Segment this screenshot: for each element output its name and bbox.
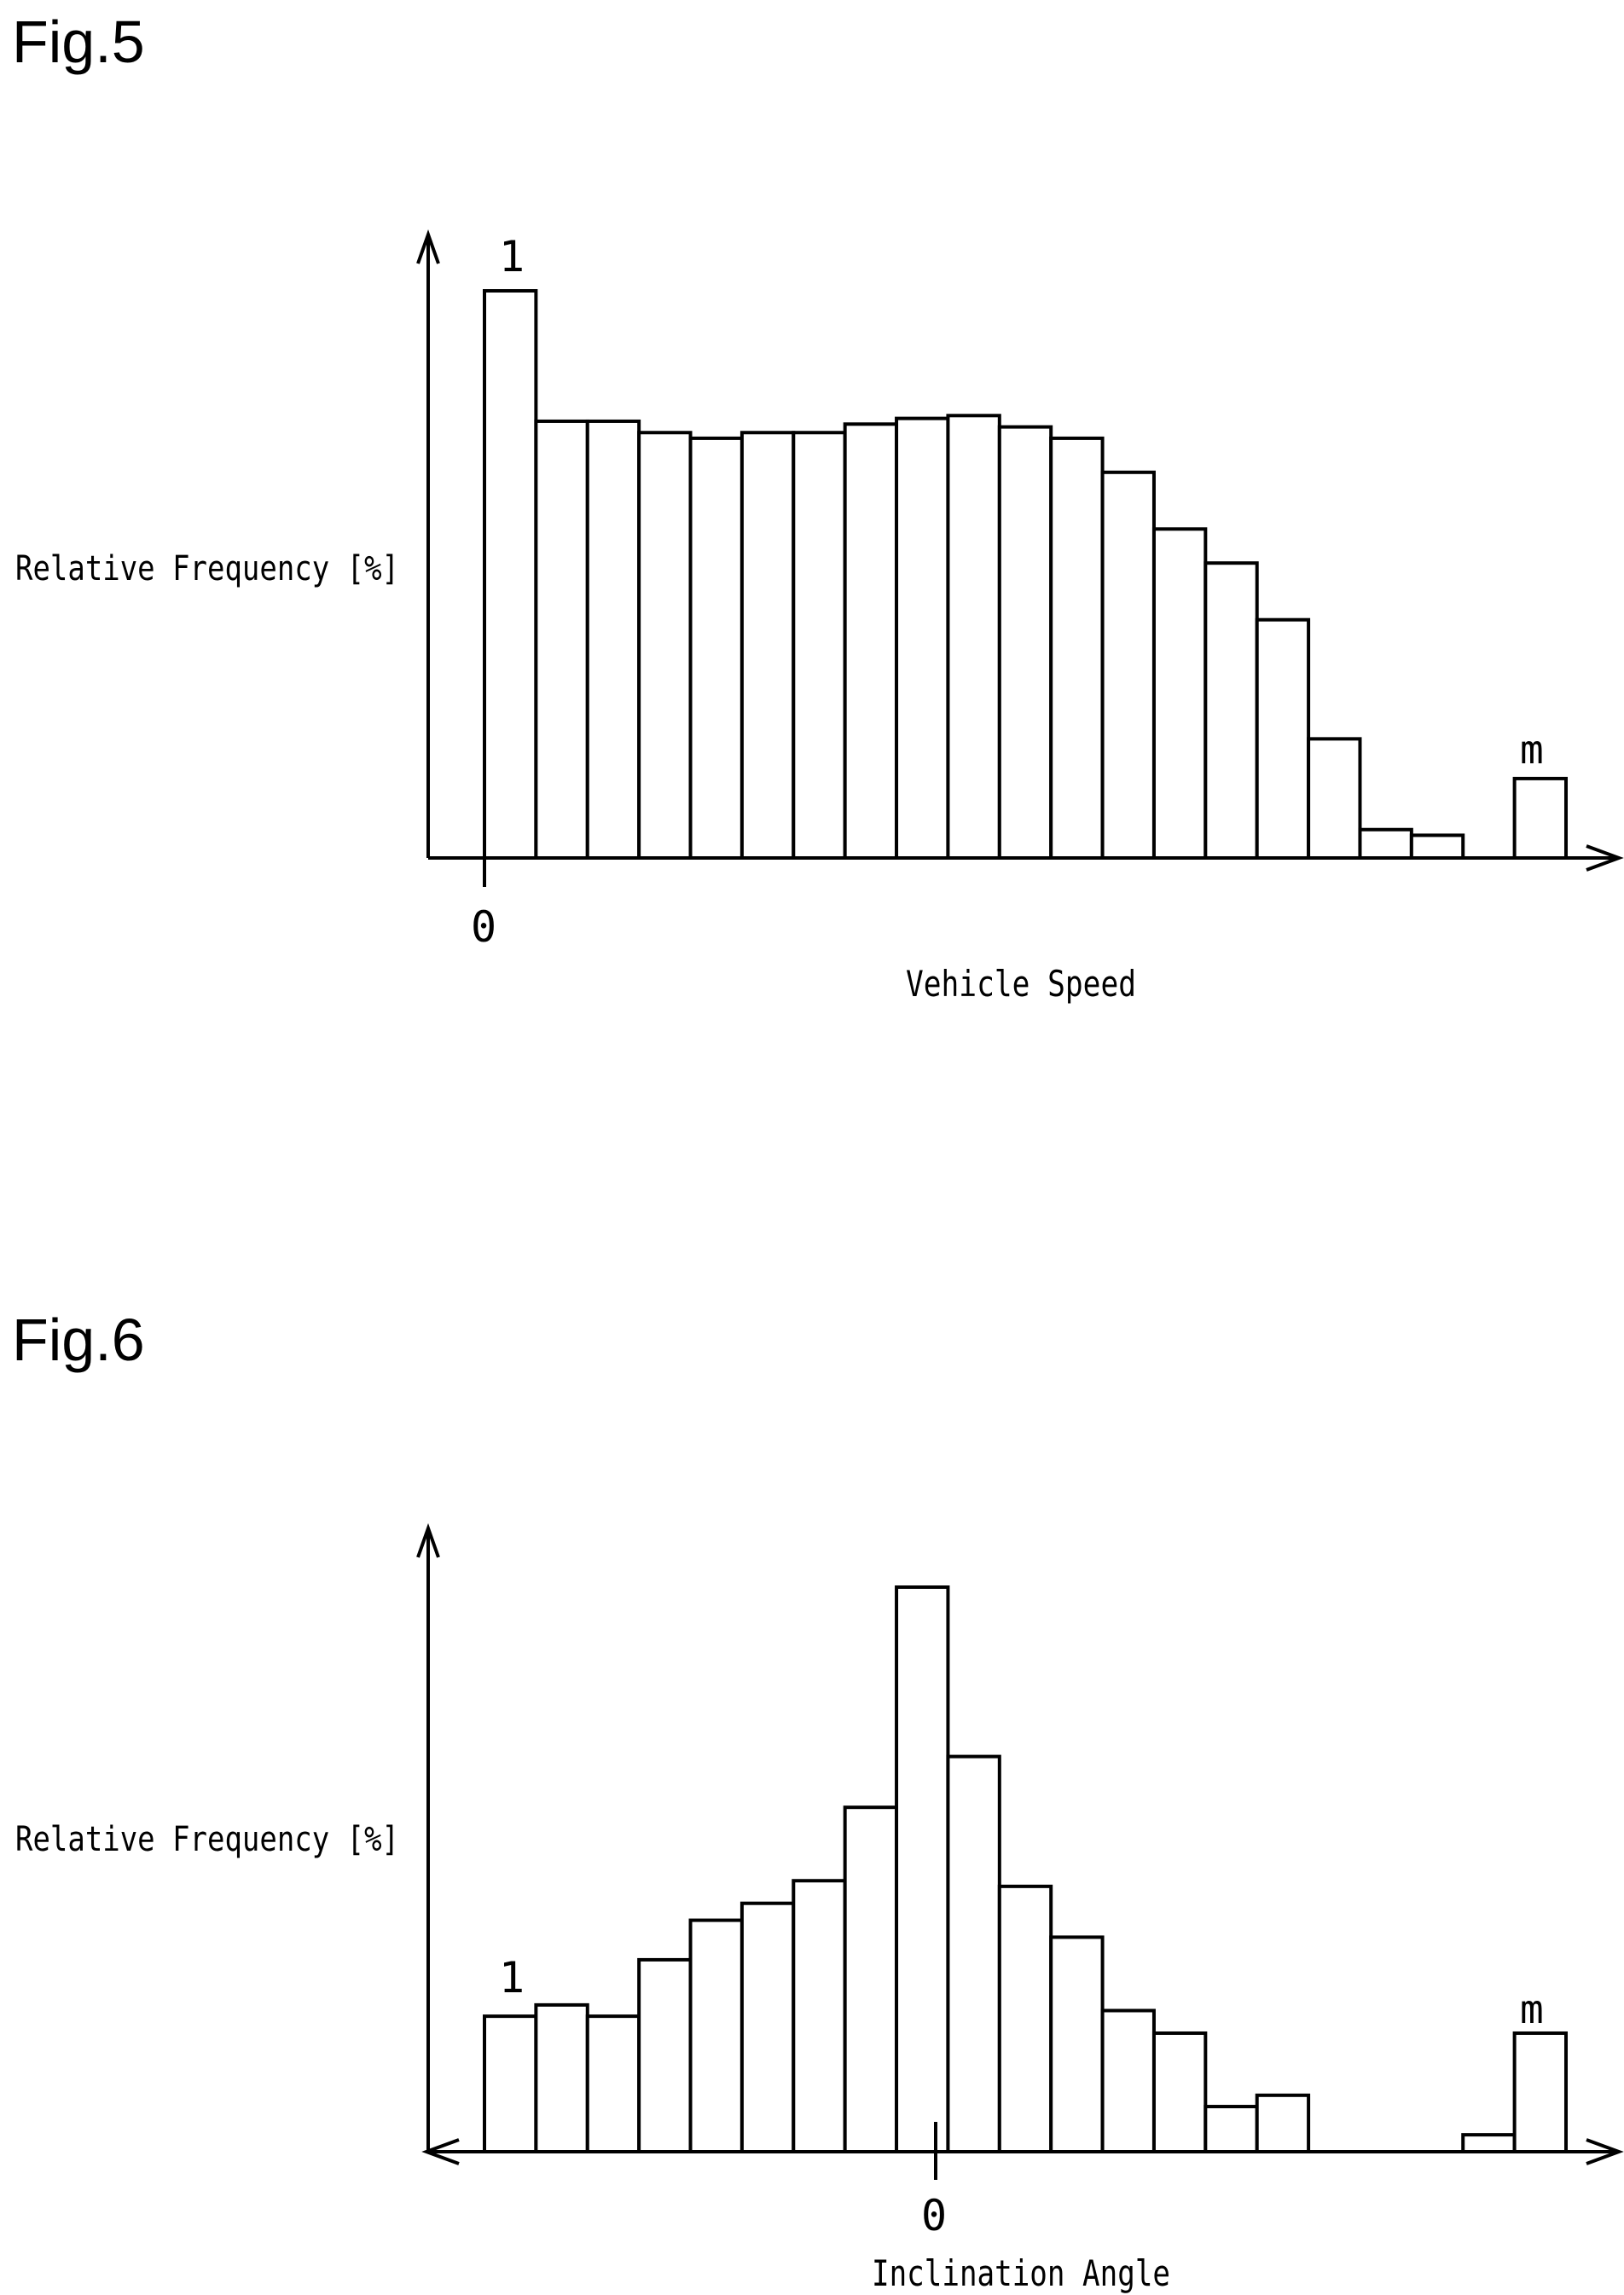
bar (792, 431, 847, 860)
bar (997, 1884, 1053, 2153)
x-axis-label: Vehicle Speed (906, 963, 1136, 1005)
bar (637, 1957, 693, 2153)
bar (792, 1879, 847, 2153)
bar (946, 1754, 1001, 2153)
bar (483, 2014, 538, 2153)
bar (688, 1918, 744, 2154)
bars (483, 289, 1568, 861)
figure-title: Fig.6 (12, 1307, 145, 1373)
bar (895, 416, 950, 860)
last-bin-label: m (1520, 1986, 1544, 2032)
figure-title: Fig.5 (12, 9, 145, 75)
bar (1358, 827, 1413, 860)
y-axis-arrowhead (416, 1522, 440, 1558)
bar (740, 431, 796, 860)
first-bin-label: 1 (499, 232, 525, 281)
bar (1461, 2133, 1517, 2154)
figure-5: Fig.5 Relative Frequency [%] Vehicle Spe… (0, 0, 1624, 1049)
bar (1409, 833, 1465, 861)
last-bin-label: m (1520, 727, 1544, 773)
bar (534, 2002, 589, 2153)
y-axis-arrowhead (416, 229, 440, 264)
bar (946, 414, 1001, 860)
x-axis-arrowhead-right (1586, 2138, 1624, 2165)
bar (1151, 2031, 1208, 2153)
origin-tick-label: 0 (921, 2191, 947, 2240)
axes (416, 229, 1624, 887)
bar (688, 436, 744, 861)
figure-6: Fig.6 Relative Frequency [%] Inclination… (0, 1296, 1624, 2295)
bar (585, 2014, 641, 2153)
vehicle-speed-histogram: Relative Frequency [%] Vehicle Speed 0 1… (15, 229, 1624, 1005)
bar (843, 422, 899, 860)
bar (1100, 470, 1156, 860)
bar (637, 431, 693, 860)
bar (1204, 2105, 1259, 2153)
bar (997, 425, 1053, 860)
bar (1255, 2093, 1311, 2153)
bars (483, 1585, 1568, 2154)
bar (1151, 527, 1208, 860)
origin-tick-label: 0 (471, 902, 496, 952)
bar (1512, 776, 1568, 861)
first-bin-label: 1 (499, 1953, 525, 2002)
bar (740, 1901, 796, 2153)
bar (534, 419, 589, 860)
bar (585, 419, 641, 860)
bar (1307, 737, 1362, 860)
bar (1049, 436, 1105, 861)
x-axis-arrowhead-left (421, 2138, 460, 2165)
bar (1204, 561, 1259, 860)
bar (843, 1805, 899, 2153)
bar (895, 1585, 950, 2153)
axes (416, 1522, 1624, 2180)
inclination-angle-histogram: Relative Frequency [%] Inclination Angle… (15, 1522, 1624, 2294)
x-axis-arrowhead-right (1586, 844, 1624, 872)
bar (1049, 1935, 1105, 2153)
bar (483, 289, 538, 860)
bar (1512, 2031, 1568, 2153)
x-axis-label: Inclination Angle (872, 2252, 1170, 2294)
y-axis-label: Relative Frequency [%] (15, 549, 399, 588)
y-axis-label: Relative Frequency [%] (15, 1820, 399, 1859)
bar (1255, 617, 1311, 860)
bar (1100, 2008, 1156, 2153)
